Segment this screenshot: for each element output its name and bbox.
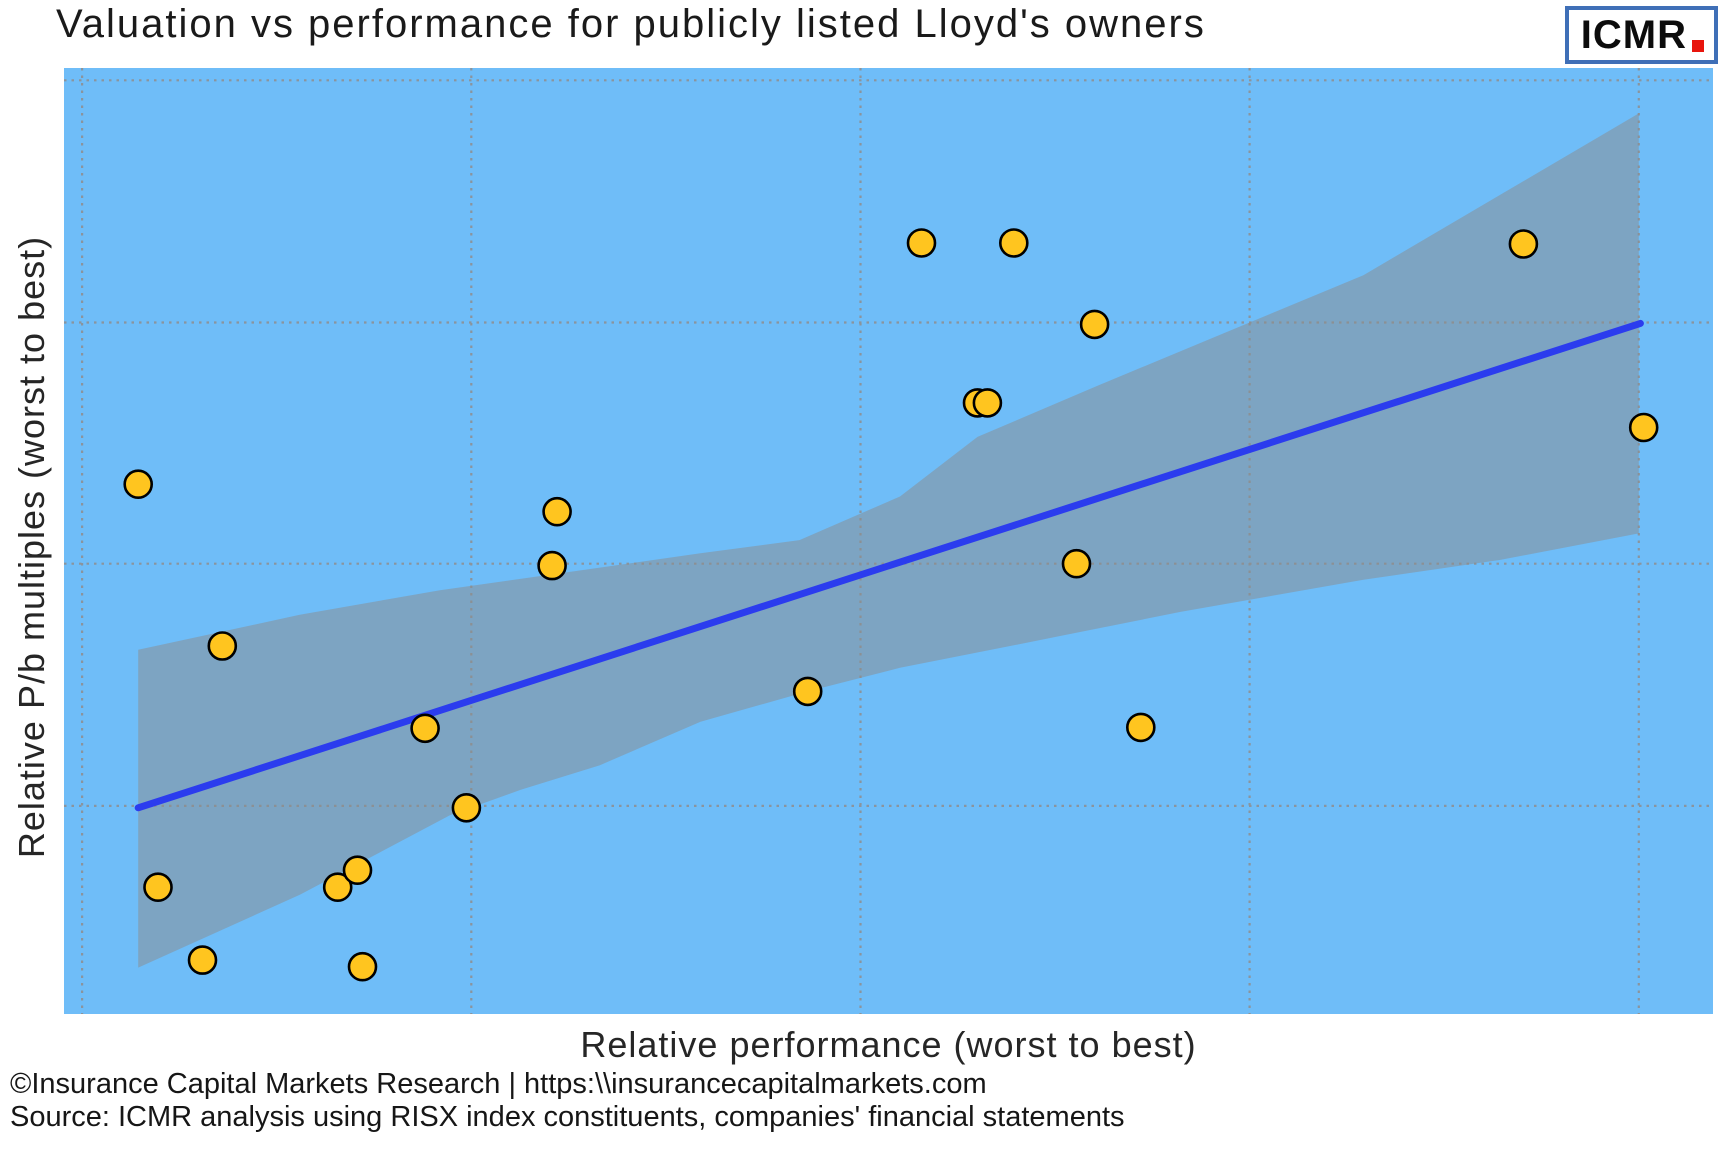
- data-point: [972, 388, 1003, 418]
- data-point: [1061, 548, 1092, 579]
- icmr-logo-text: ICMR: [1580, 13, 1687, 57]
- data-point: [123, 469, 153, 500]
- copyright-line: ©Insurance Capital Markets Research | ht…: [10, 1068, 987, 1100]
- data-point: [207, 631, 238, 661]
- data-point: [1508, 229, 1539, 259]
- y-axis-label: Relative P/b multiples (worst to best): [11, 235, 52, 859]
- data-point: [792, 676, 823, 707]
- data-point: [410, 713, 440, 744]
- data-point: [342, 855, 373, 886]
- scatter-points: [123, 228, 1659, 982]
- confidence-band: [138, 113, 1639, 968]
- data-point: [1628, 412, 1659, 443]
- data-point: [347, 951, 378, 982]
- data-point: [322, 872, 353, 903]
- icmr-logo: ICMR: [1564, 6, 1718, 64]
- trend-line: [134, 319, 1644, 812]
- chart-title: Valuation vs performance for publicly li…: [56, 2, 1206, 46]
- source-line: Source: ICMR analysis using RISX index c…: [10, 1101, 1125, 1133]
- data-point: [143, 872, 173, 903]
- data-point: [1126, 712, 1156, 743]
- data-point: [1079, 309, 1110, 340]
- x-axis-label: Relative performance (worst to best): [580, 1024, 1197, 1065]
- data-point: [451, 792, 482, 823]
- scatter-plot: [64, 68, 1713, 1014]
- footer: ©Insurance Capital Markets Research | ht…: [10, 1068, 1125, 1134]
- data-point: [187, 945, 218, 975]
- icmr-logo-dot: [1692, 40, 1704, 52]
- data-point: [537, 550, 567, 581]
- data-point: [998, 228, 1029, 258]
- data-point: [906, 228, 937, 258]
- data-point: [542, 496, 572, 527]
